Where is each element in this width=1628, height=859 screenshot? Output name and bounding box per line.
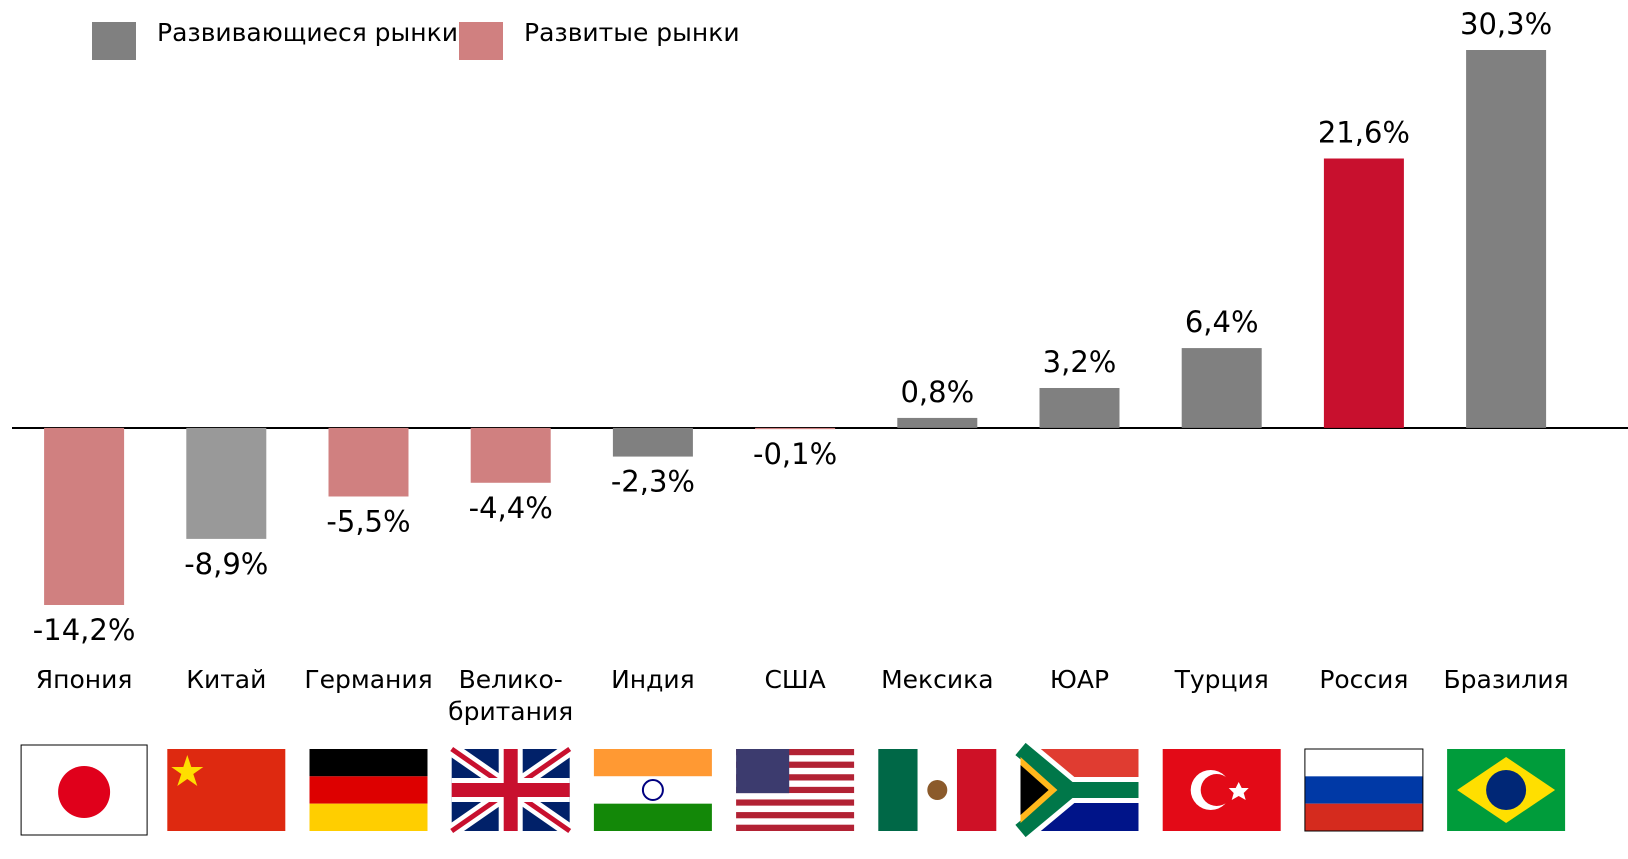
category-label: Велико- британия: [448, 665, 574, 726]
flag-part: [1304, 749, 1423, 777]
flag-part: [736, 812, 855, 819]
value-label: 3,2%: [1043, 345, 1117, 379]
flag-part: [1020, 765, 1049, 815]
category-label: США: [764, 665, 826, 694]
value-label: -0,1%: [753, 437, 837, 471]
flag: [1162, 749, 1281, 831]
value-label: -2,3%: [611, 465, 695, 499]
value-label: 30,3%: [1460, 7, 1552, 41]
flag-part: [956, 749, 997, 831]
flag-part: [167, 749, 286, 831]
flag-part: [593, 749, 712, 777]
flag-part: [736, 761, 855, 768]
flag-part: [1486, 770, 1527, 810]
flag-part: [1304, 776, 1423, 804]
legend-swatch: [92, 22, 136, 60]
flag-part: [736, 824, 855, 831]
flag-part: [736, 755, 855, 762]
flag-part: [309, 776, 428, 804]
flag-part: [641, 779, 664, 801]
flag-part: [736, 786, 855, 794]
flag-part: [878, 749, 918, 831]
flag: [167, 749, 286, 831]
flag-part: [593, 803, 712, 831]
bar: [328, 427, 409, 497]
category-label: Китай: [186, 665, 267, 694]
category-label: Япония: [35, 665, 133, 694]
flag: [1012, 739, 1139, 841]
category-label: Индия: [611, 665, 695, 694]
category-label: ЮАР: [1049, 665, 1110, 694]
flag-part: [1304, 803, 1423, 831]
flag-part: [1228, 782, 1249, 800]
bar: [186, 427, 267, 539]
flag: [20, 744, 148, 836]
flag-part: [1304, 748, 1424, 832]
bar: [1466, 50, 1547, 428]
bar: [470, 427, 551, 483]
flag-part: [736, 749, 790, 794]
flag-part: [736, 749, 855, 756]
flag-part: [309, 749, 428, 777]
value-label: -14,2%: [33, 613, 136, 647]
category-label: Германия: [304, 665, 433, 694]
value-label: 0,8%: [900, 375, 974, 409]
flag-part: [736, 793, 855, 800]
flag-part: [309, 803, 428, 831]
flag: [1447, 749, 1566, 831]
value-label: -5,5%: [326, 504, 410, 538]
flag-part: [736, 818, 855, 825]
flag: [309, 749, 428, 831]
flag: [878, 749, 997, 831]
bar: [1039, 387, 1120, 428]
flag-part: [736, 799, 855, 806]
flag-part: [736, 774, 855, 781]
bar: [897, 417, 978, 428]
flag-part: [1200, 774, 1233, 806]
value-label: -8,9%: [184, 547, 268, 581]
flag: [736, 749, 855, 831]
flag-part: [736, 780, 855, 787]
bar: [44, 427, 125, 605]
flag: [1304, 748, 1424, 832]
legend-swatch: [459, 22, 503, 60]
flag-part: [927, 780, 948, 800]
category-label: Россия: [1319, 665, 1409, 694]
flag-part: [736, 805, 855, 813]
flag: [593, 749, 712, 831]
bar: [612, 427, 693, 457]
value-label: -4,4%: [469, 491, 553, 525]
flag-part: [171, 755, 204, 786]
flag-part: [58, 766, 111, 818]
value-label: 6,4%: [1185, 305, 1259, 339]
category-label: Бразилия: [1443, 665, 1569, 694]
bar: [1181, 348, 1262, 428]
flag-part: [736, 767, 855, 775]
bar: [1323, 158, 1404, 428]
legend-label: Развитые рынки: [524, 18, 740, 47]
legend-label: Развивающиеся рынки: [157, 18, 458, 47]
flag-part: [451, 783, 570, 797]
flag-part: [1015, 742, 1139, 838]
flag: [447, 743, 574, 837]
category-label: Турция: [1174, 665, 1269, 694]
category-label: Мексика: [881, 665, 994, 694]
bar: [755, 427, 836, 430]
value-label: 21,6%: [1318, 116, 1410, 150]
